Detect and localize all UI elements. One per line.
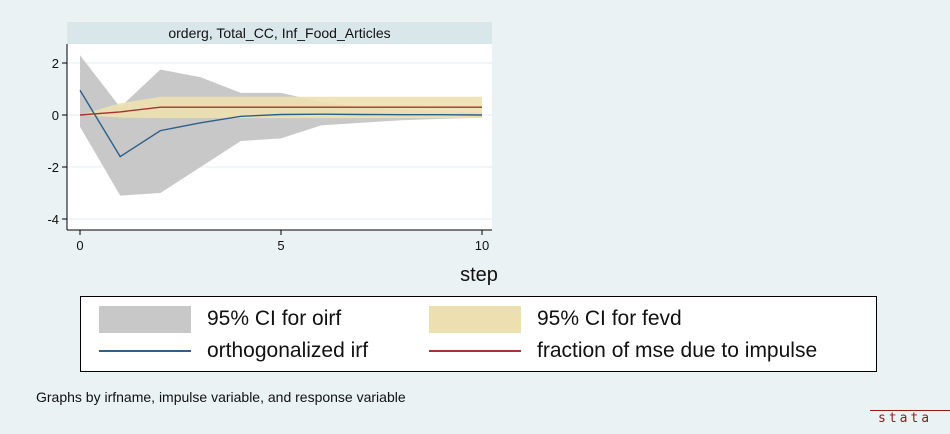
legend: 95% CI for oirf 95% CI for fevd orthogon… [80,296,877,372]
panel-title: orderg, Total_CC, Inf_Food_Articles [168,25,390,41]
x-tick-label: 10 [475,238,489,253]
x-axis-label: step [460,264,498,286]
legend-swatch-fevd [429,350,521,352]
series-line-oirf [79,89,483,158]
legend-swatch-oirf [99,350,191,352]
band-oirf-ci [80,55,482,196]
legend-item-oirf: orthogonalized irf [99,336,368,366]
x-tick-label: 0 [76,238,83,253]
panel-header [67,22,492,44]
graph-note: Graphs by irfname, impulse variable, and… [36,389,406,405]
stata-logo: stata [870,410,950,428]
legend-label-fevd: fraction of mse due to impulse [537,339,818,362]
legend-label-oirf: orthogonalized irf [207,339,369,362]
legend-swatch-fevd-ci [429,305,521,333]
legend-label-oirf-ci: 95% CI for oirf [207,307,342,330]
y-tick-label: 2 [52,56,59,71]
y-tick-label: -4 [47,212,59,227]
y-tick-label: 0 [52,108,59,123]
series-line-fevd [79,106,482,116]
x-tick-label: 5 [277,238,284,253]
legend-item-fevd: fraction of mse due to impulse [429,336,817,366]
y-tick-label: -2 [47,160,59,175]
legend-item-oirf-ci: 95% CI for oirf [99,304,341,334]
legend-label-fevd-ci: 95% CI for fevd [537,307,682,330]
legend-item-fevd-ci: 95% CI for fevd [429,304,682,334]
legend-swatch-oirf-ci [99,305,191,333]
